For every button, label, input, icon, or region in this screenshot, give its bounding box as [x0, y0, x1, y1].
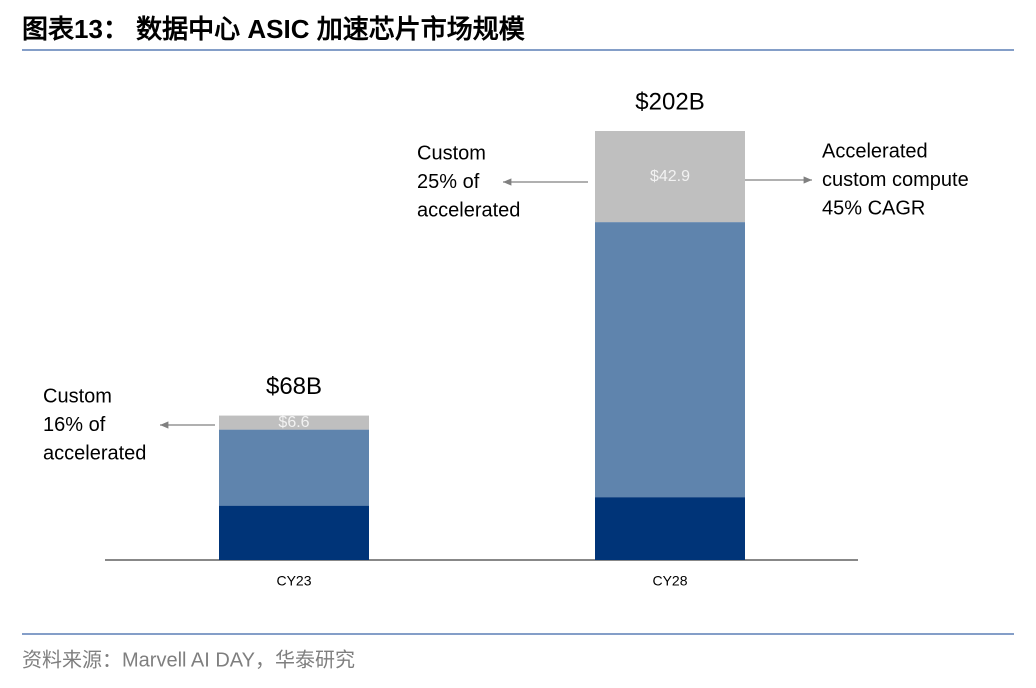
- bar-segment: [219, 429, 369, 506]
- total-label: $68B: [266, 373, 322, 400]
- value-label: $42.9: [650, 168, 690, 185]
- bar-segment: [595, 131, 745, 223]
- bar-segment: [595, 222, 745, 498]
- annotation: accelerated: [43, 442, 146, 464]
- source: 资料来源：Marvell AI DAY，华泰研究: [22, 648, 355, 671]
- annotation: accelerated: [417, 199, 520, 221]
- annotation: Custom: [417, 142, 486, 164]
- annotation: Custom: [43, 385, 112, 407]
- annotation: Accelerated: [822, 140, 928, 162]
- bar-segment: [219, 505, 369, 560]
- total-label: $202B: [635, 88, 704, 115]
- annotation: 25% of: [417, 171, 480, 193]
- annotation: 16% of: [43, 414, 106, 436]
- bar-segment: [219, 415, 369, 430]
- x-tick-label: CY28: [652, 573, 687, 589]
- value-label: $6.6: [278, 414, 309, 431]
- x-tick-label: CY23: [276, 573, 311, 589]
- annotation: custom compute: [822, 169, 969, 191]
- annotation: 45% CAGR: [822, 197, 925, 219]
- chart-title: 图表13： 数据中心 ASIC 加速芯片市场规模: [22, 14, 526, 44]
- bar-segment: [595, 497, 745, 560]
